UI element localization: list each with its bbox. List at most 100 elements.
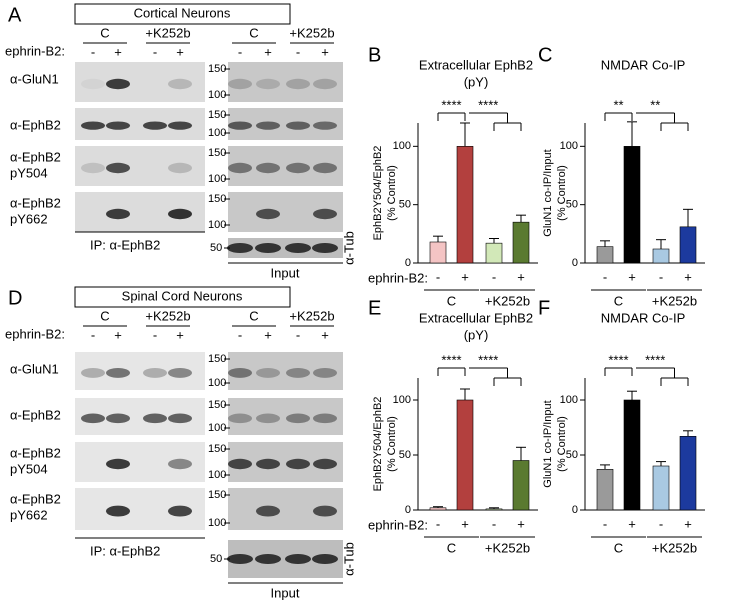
significance: **** <box>478 352 498 367</box>
group-label: +K252b <box>289 308 334 323</box>
band <box>255 554 281 564</box>
bar <box>679 435 697 511</box>
bar <box>485 508 503 511</box>
error-bar <box>460 388 470 400</box>
group-label: +K252b <box>289 25 334 40</box>
mw-marker: 100 <box>208 173 226 185</box>
sign: + <box>114 44 122 59</box>
error-bar <box>656 239 666 249</box>
bar <box>485 242 503 264</box>
sign: + <box>321 327 329 342</box>
blot-label: pY504 <box>10 461 48 476</box>
sign: + <box>176 327 184 342</box>
error-bar <box>489 507 499 509</box>
y-tick-label: 100 <box>560 140 578 152</box>
blot-label: α-GluN1 <box>10 71 59 86</box>
group-label: C <box>100 308 109 323</box>
sign: + <box>264 327 272 342</box>
band <box>313 208 337 220</box>
band <box>228 458 252 470</box>
mw-marker: 150 <box>208 63 226 75</box>
y-tick-label: 0 <box>405 257 411 269</box>
band <box>81 162 105 174</box>
error-bar <box>627 390 637 400</box>
sign: + <box>176 44 184 59</box>
category-sign: - <box>603 516 607 531</box>
significance: **** <box>645 352 665 367</box>
y-tick-label: 50 <box>399 449 411 461</box>
sign: - <box>238 44 242 59</box>
group-label: +K252b <box>145 308 190 323</box>
chart-title: NMDAR Co-IP <box>601 57 686 72</box>
mw-marker: 150 <box>208 443 226 455</box>
error-bar <box>516 446 526 461</box>
group-label: +K252b <box>145 25 190 40</box>
ip-label: IP: α-EphB2 <box>90 543 160 558</box>
sign: + <box>114 327 122 342</box>
band <box>81 413 105 424</box>
band <box>312 554 338 564</box>
blot-label: α-EphB2 <box>10 195 61 210</box>
band <box>227 243 253 253</box>
y-axis-label: (% Control) <box>556 165 568 221</box>
mw-marker: 150 <box>208 193 226 205</box>
error-bar <box>433 506 443 508</box>
panel-label: D <box>8 287 22 309</box>
sign: - <box>238 327 242 342</box>
group-label: C <box>249 308 258 323</box>
category-sign: - <box>659 269 663 284</box>
bar <box>512 460 530 511</box>
band <box>106 121 130 130</box>
mw-marker: 50 <box>210 553 222 565</box>
band <box>168 505 192 517</box>
mw-marker: 100 <box>208 89 226 101</box>
band <box>168 367 192 378</box>
mw-marker: 100 <box>208 377 226 389</box>
error-bar <box>600 464 610 470</box>
group-label: +K252b <box>652 540 697 555</box>
significance: **** <box>441 97 461 112</box>
band <box>256 78 280 90</box>
y-tick-label: 0 <box>405 504 411 516</box>
group-label: +K252b <box>485 293 530 308</box>
y-tick-label: 100 <box>393 394 411 406</box>
significance: **** <box>478 97 498 112</box>
bar <box>623 146 641 264</box>
sign: - <box>91 44 95 59</box>
blot-label: α-GluN1 <box>10 361 59 376</box>
band <box>286 413 310 424</box>
y-tick-label: 50 <box>399 199 411 211</box>
band <box>168 162 192 174</box>
band <box>286 367 310 378</box>
treatment-label: ephrin-B2: <box>5 43 65 58</box>
blot-label: α-EphB2 <box>10 407 61 422</box>
group-label: C <box>100 25 109 40</box>
band <box>228 78 252 90</box>
band <box>312 243 338 253</box>
category-sign: + <box>461 516 469 531</box>
band <box>313 413 337 424</box>
band <box>168 121 192 130</box>
category-sign: + <box>684 516 692 531</box>
band <box>106 413 130 424</box>
category-sign: - <box>603 269 607 284</box>
band <box>168 208 192 220</box>
mw-marker: 150 <box>208 489 226 501</box>
blot-label: α-EphB2 <box>10 491 61 506</box>
category-sign: + <box>517 269 525 284</box>
y-tick-label: 100 <box>560 394 578 406</box>
y-tick-label: 0 <box>572 504 578 516</box>
band <box>256 208 280 220</box>
bar <box>679 226 697 264</box>
category-sign: + <box>517 516 525 531</box>
bar <box>623 399 641 511</box>
category-sign: + <box>628 516 636 531</box>
mw-marker: 150 <box>208 109 226 121</box>
sign: - <box>153 327 157 342</box>
group-label: C <box>447 293 456 308</box>
sign: - <box>296 327 300 342</box>
band <box>228 413 252 424</box>
band <box>228 367 252 378</box>
band <box>256 162 280 174</box>
bar <box>652 465 670 511</box>
